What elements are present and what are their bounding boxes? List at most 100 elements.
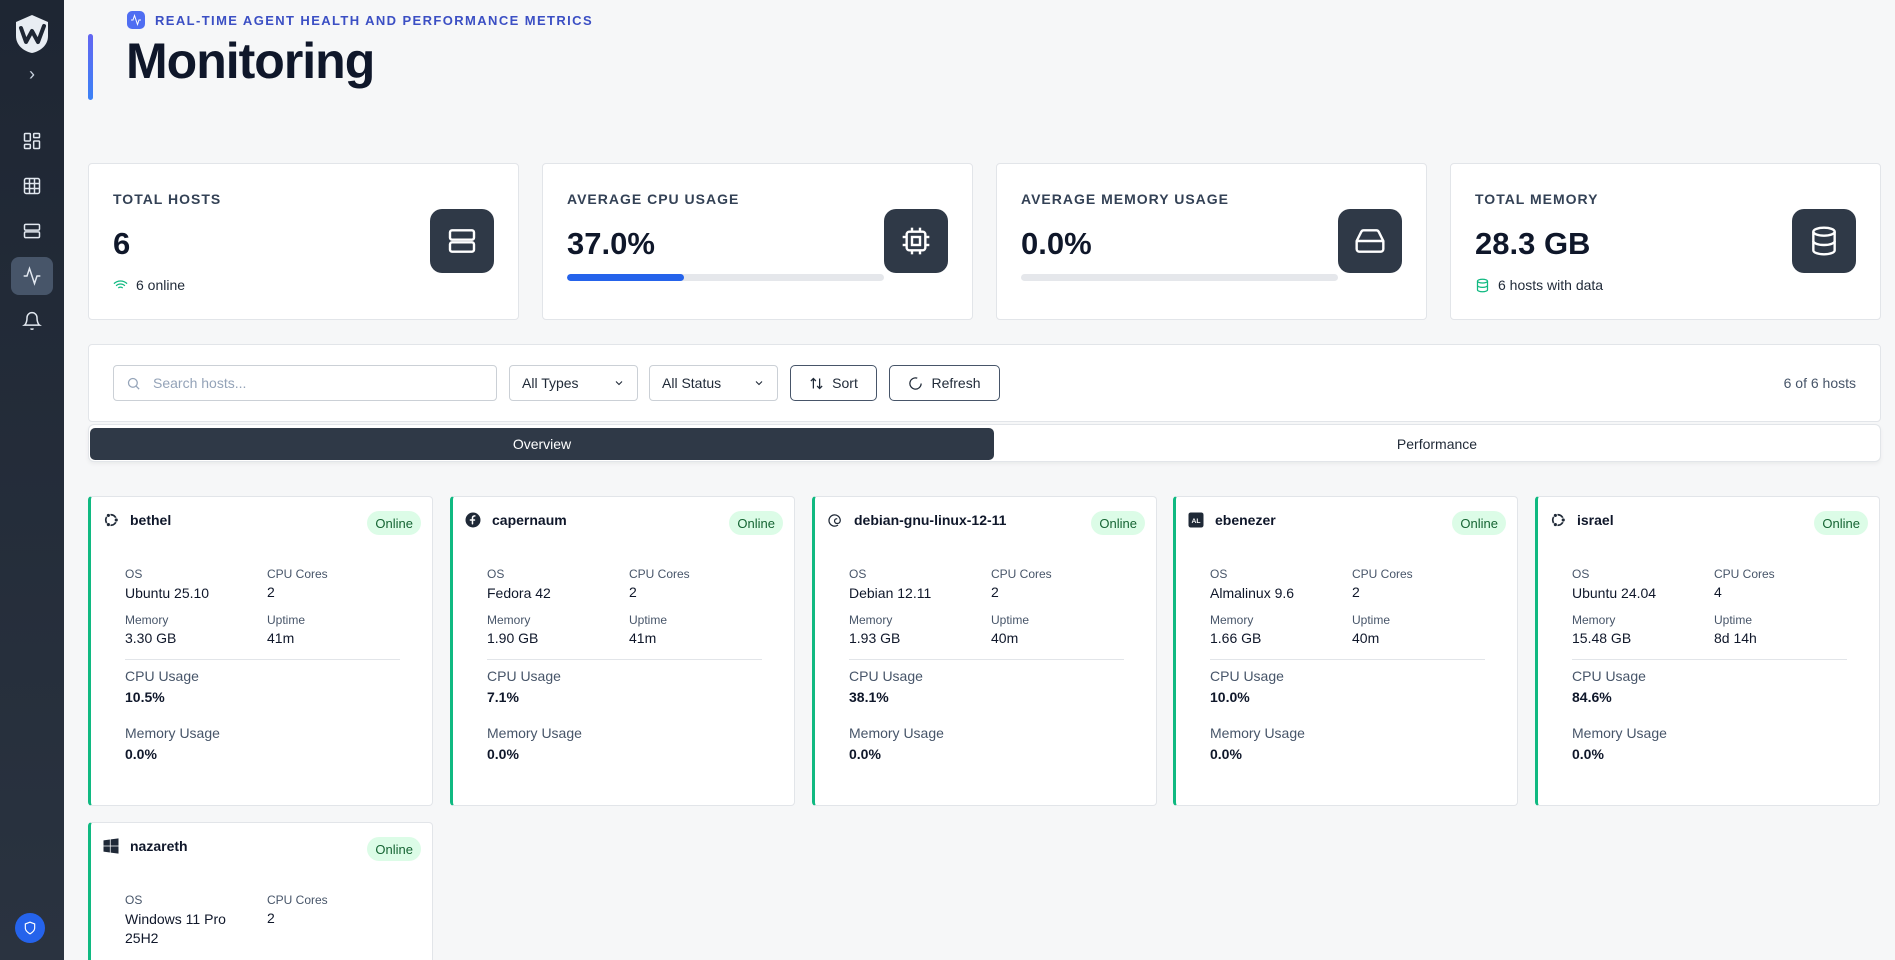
- stat-label: AVERAGE CPU USAGE: [567, 191, 740, 207]
- card-divider: [487, 659, 762, 660]
- hard-drive-icon: [1338, 209, 1402, 273]
- uptime-value: 8d 14h: [1714, 630, 1757, 646]
- refresh-button[interactable]: Refresh: [889, 365, 1000, 401]
- memory-label: Memory: [1210, 613, 1254, 627]
- stat-label: TOTAL MEMORY: [1475, 191, 1599, 207]
- chevron-down-icon: [755, 381, 763, 386]
- shield-icon: [24, 921, 36, 935]
- app-logo-icon[interactable]: [14, 14, 50, 54]
- memory-usage-label: Memory Usage: [849, 725, 944, 741]
- svg-text:AL: AL: [1192, 518, 1201, 525]
- sort-label: Sort: [832, 375, 858, 391]
- stat-value: 37.0%: [567, 226, 655, 261]
- uptime-label: Uptime: [1714, 613, 1753, 627]
- nav-servers[interactable]: [11, 212, 53, 250]
- stat-label: AVERAGE MEMORY USAGE: [1021, 191, 1229, 207]
- host-name: bethel: [130, 512, 172, 528]
- memory-usage-label: Memory Usage: [1572, 725, 1667, 741]
- sort-button[interactable]: Sort: [790, 365, 877, 401]
- cpu-cores-label: CPU Cores: [1352, 567, 1413, 581]
- hosts-with-data: 6 hosts with data: [1498, 277, 1604, 293]
- cpu-cores-value: 2: [1352, 584, 1360, 600]
- cpu-cores-value: 2: [267, 584, 275, 600]
- cpu-cores-label: CPU Cores: [629, 567, 690, 581]
- search-box[interactable]: [113, 365, 497, 401]
- os-value: Windows 11 Pro 25H2: [125, 911, 226, 946]
- online-count: 6 online: [136, 277, 186, 293]
- card-divider: [1210, 659, 1485, 660]
- nav-monitoring[interactable]: [11, 257, 53, 295]
- card-divider: [849, 659, 1124, 660]
- refresh-label: Refresh: [931, 375, 981, 391]
- cpu-cores-value: 2: [267, 910, 275, 926]
- cpu-cores-label: CPU Cores: [267, 893, 328, 907]
- uptime-label: Uptime: [1352, 613, 1391, 627]
- memory-usage-value: 0.0%: [487, 746, 519, 762]
- chevron-down-icon: [615, 381, 623, 386]
- cpu-cores-value: 2: [991, 584, 999, 600]
- os-value: Ubuntu 24.04: [1572, 585, 1657, 601]
- header-subtitle-row: REAL-TIME AGENT HEALTH AND PERFORMANCE M…: [127, 11, 593, 29]
- ubuntu-icon: [102, 511, 120, 529]
- memory-label: Memory: [125, 613, 169, 627]
- host-card[interactable]: debian-gnu-linux-12-11 Online OS Debian 12.…: [812, 496, 1157, 806]
- nav-dashboard[interactable]: [11, 122, 53, 160]
- nav-table[interactable]: [11, 167, 53, 205]
- cpu-icon: [884, 209, 948, 273]
- cpu-usage-label: CPU Usage: [487, 668, 561, 684]
- memory-usage-label: Memory Usage: [487, 725, 582, 741]
- nav-alerts[interactable]: [11, 302, 53, 340]
- host-card[interactable]: AL ebenezer Online OS Almalinux 9.6 CPU Cores…: [1173, 496, 1518, 806]
- security-shield-button[interactable]: [15, 913, 45, 943]
- os-label: OS: [487, 567, 505, 581]
- memory-usage-value: 0.0%: [1210, 746, 1242, 762]
- header-accent-bar: [88, 34, 93, 100]
- filter-toolbar: All Types All Status Sort Refresh 6 of 6…: [88, 344, 1881, 422]
- bell-icon: [22, 311, 42, 331]
- status-badge: Online: [1814, 511, 1868, 535]
- os-value: Debian 12.11: [849, 585, 932, 601]
- cpu-cores-label: CPU Cores: [267, 567, 328, 581]
- type-filter-select[interactable]: All Types: [509, 365, 638, 401]
- wifi-icon: [113, 279, 128, 291]
- os-value: Fedora 42: [487, 585, 551, 601]
- tab-overview[interactable]: Overview: [90, 428, 994, 460]
- search-input[interactable]: [153, 375, 473, 391]
- search-icon: [127, 377, 140, 390]
- uptime-value: 40m: [991, 630, 1019, 646]
- host-card[interactable]: israel Online OS Ubuntu 24.04 CPU Cores 4 Memo…: [1535, 496, 1880, 806]
- stat-sub: 6 online: [113, 277, 185, 293]
- status-filter-select[interactable]: All Status: [649, 365, 778, 401]
- server-icon: [23, 223, 41, 239]
- memory-usage-label: Memory Usage: [125, 725, 220, 741]
- table-icon: [23, 177, 41, 195]
- sidebar: ›: [0, 0, 64, 960]
- expand-sidebar-icon[interactable]: ›: [29, 64, 35, 84]
- stat-label: TOTAL HOSTS: [113, 191, 222, 207]
- debian-icon: [826, 511, 844, 529]
- uptime-value: 41m: [629, 630, 657, 646]
- host-name: nazareth: [130, 838, 188, 854]
- host-card[interactable]: capernaum Online OS Fedora 42 CPU Cores 2 Memo…: [450, 496, 795, 806]
- status-badge: Online: [729, 511, 783, 535]
- stat-value: 28.3 GB: [1475, 226, 1591, 261]
- os-label: OS: [1210, 567, 1228, 581]
- os-label: OS: [125, 567, 143, 581]
- stat-card-total-memory: TOTAL MEMORY 28.3 GB 6 hosts with data: [1450, 163, 1881, 320]
- uptime-value: 41m: [267, 630, 295, 646]
- cpu-usage-value: 7.1%: [487, 689, 519, 705]
- memory-progress-bar: [1021, 274, 1338, 281]
- host-card[interactable]: nazareth Online OS Windows 11 Pro 25H2 CPU C…: [88, 822, 433, 960]
- cpu-usage-value: 10.0%: [1210, 689, 1250, 705]
- status-filter-value: All Status: [662, 375, 722, 391]
- host-card[interactable]: bethel Online OS Ubuntu 25.10 CPU Cores 2 Memo…: [88, 496, 433, 806]
- memory-usage-value: 0.0%: [849, 746, 881, 762]
- os-label: OS: [125, 893, 143, 907]
- stat-card-total-hosts: TOTAL HOSTS 6 6 online: [88, 163, 519, 320]
- os-value: Ubuntu 25.10: [125, 585, 210, 601]
- memory-value: 1.93 GB: [849, 630, 901, 646]
- tab-performance[interactable]: Performance: [1396, 436, 1478, 452]
- cpu-usage-value: 38.1%: [849, 689, 889, 705]
- cpu-progress-bar: [567, 274, 884, 281]
- host-name: capernaum: [492, 512, 567, 528]
